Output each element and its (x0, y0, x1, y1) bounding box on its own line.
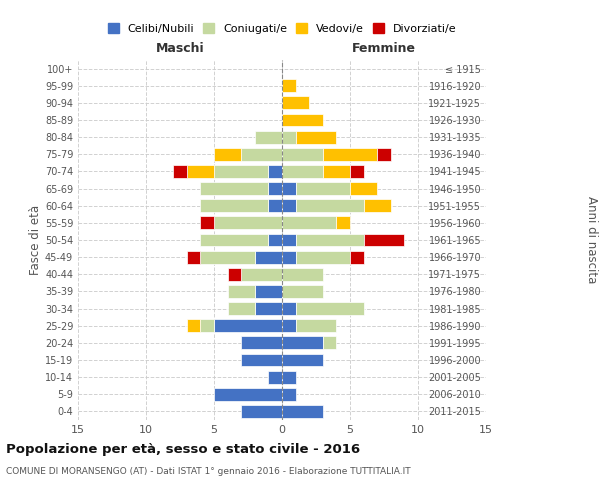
Bar (296, 320, 337, 332)
Bar (214, 320, 282, 332)
Bar (241, 336, 282, 349)
Bar (282, 268, 323, 280)
Bar (268, 200, 282, 212)
Bar (200, 216, 214, 230)
Bar (282, 200, 296, 212)
Bar (227, 285, 255, 298)
Bar (377, 148, 391, 160)
Bar (282, 285, 323, 298)
Legend: Celibi/Nubili, Coniugati/e, Vedovi/e, Divorziati/e: Celibi/Nubili, Coniugati/e, Vedovi/e, Di… (103, 19, 461, 38)
Bar (200, 234, 268, 246)
Bar (350, 165, 364, 178)
Bar (282, 80, 296, 92)
Bar (350, 250, 364, 264)
Bar (282, 336, 323, 349)
Bar (241, 148, 282, 160)
Text: Popolazione per età, sesso e stato civile - 2016: Popolazione per età, sesso e stato civil… (6, 442, 360, 456)
Bar (282, 370, 296, 384)
Bar (282, 114, 323, 126)
Text: COMUNE DI MORANSENGO (AT) - Dati ISTAT 1° gennaio 2016 - Elaborazione TUTTITALIA: COMUNE DI MORANSENGO (AT) - Dati ISTAT 1… (6, 468, 410, 476)
Bar (214, 165, 268, 178)
Bar (364, 200, 391, 212)
Bar (255, 130, 282, 143)
Bar (296, 200, 364, 212)
Bar (187, 165, 214, 178)
Bar (282, 234, 296, 246)
Bar (282, 130, 296, 143)
Bar (268, 234, 282, 246)
Bar (214, 216, 282, 230)
Bar (268, 165, 282, 178)
Bar (296, 182, 350, 195)
Bar (323, 336, 337, 349)
Y-axis label: Fasce di età: Fasce di età (29, 205, 42, 275)
Bar (337, 216, 350, 230)
Bar (296, 130, 337, 143)
Bar (214, 148, 241, 160)
Bar (296, 234, 364, 246)
Bar (255, 302, 282, 315)
Bar (282, 96, 309, 110)
Bar (323, 148, 377, 160)
Bar (282, 165, 323, 178)
Bar (241, 354, 282, 366)
Bar (200, 182, 268, 195)
Bar (241, 405, 282, 418)
Bar (200, 200, 268, 212)
Bar (282, 302, 296, 315)
Bar (255, 250, 282, 264)
Bar (268, 182, 282, 195)
Bar (282, 388, 296, 400)
Bar (187, 320, 200, 332)
Bar (200, 250, 255, 264)
Text: Maschi: Maschi (155, 42, 205, 55)
Bar (350, 182, 377, 195)
Bar (187, 250, 200, 264)
Bar (364, 234, 404, 246)
Bar (282, 250, 296, 264)
Bar (200, 320, 214, 332)
Bar (282, 354, 323, 366)
Bar (296, 302, 364, 315)
Bar (214, 388, 282, 400)
Bar (241, 268, 282, 280)
Text: Femmine: Femmine (352, 42, 416, 55)
Bar (173, 165, 187, 178)
Bar (227, 268, 241, 280)
Bar (296, 250, 350, 264)
Bar (255, 285, 282, 298)
Bar (282, 182, 296, 195)
Bar (282, 216, 337, 230)
Bar (323, 165, 350, 178)
Bar (282, 405, 323, 418)
Bar (227, 302, 255, 315)
Text: Anni di nascita: Anni di nascita (584, 196, 598, 284)
Bar (282, 148, 323, 160)
Bar (268, 370, 282, 384)
Bar (282, 320, 296, 332)
